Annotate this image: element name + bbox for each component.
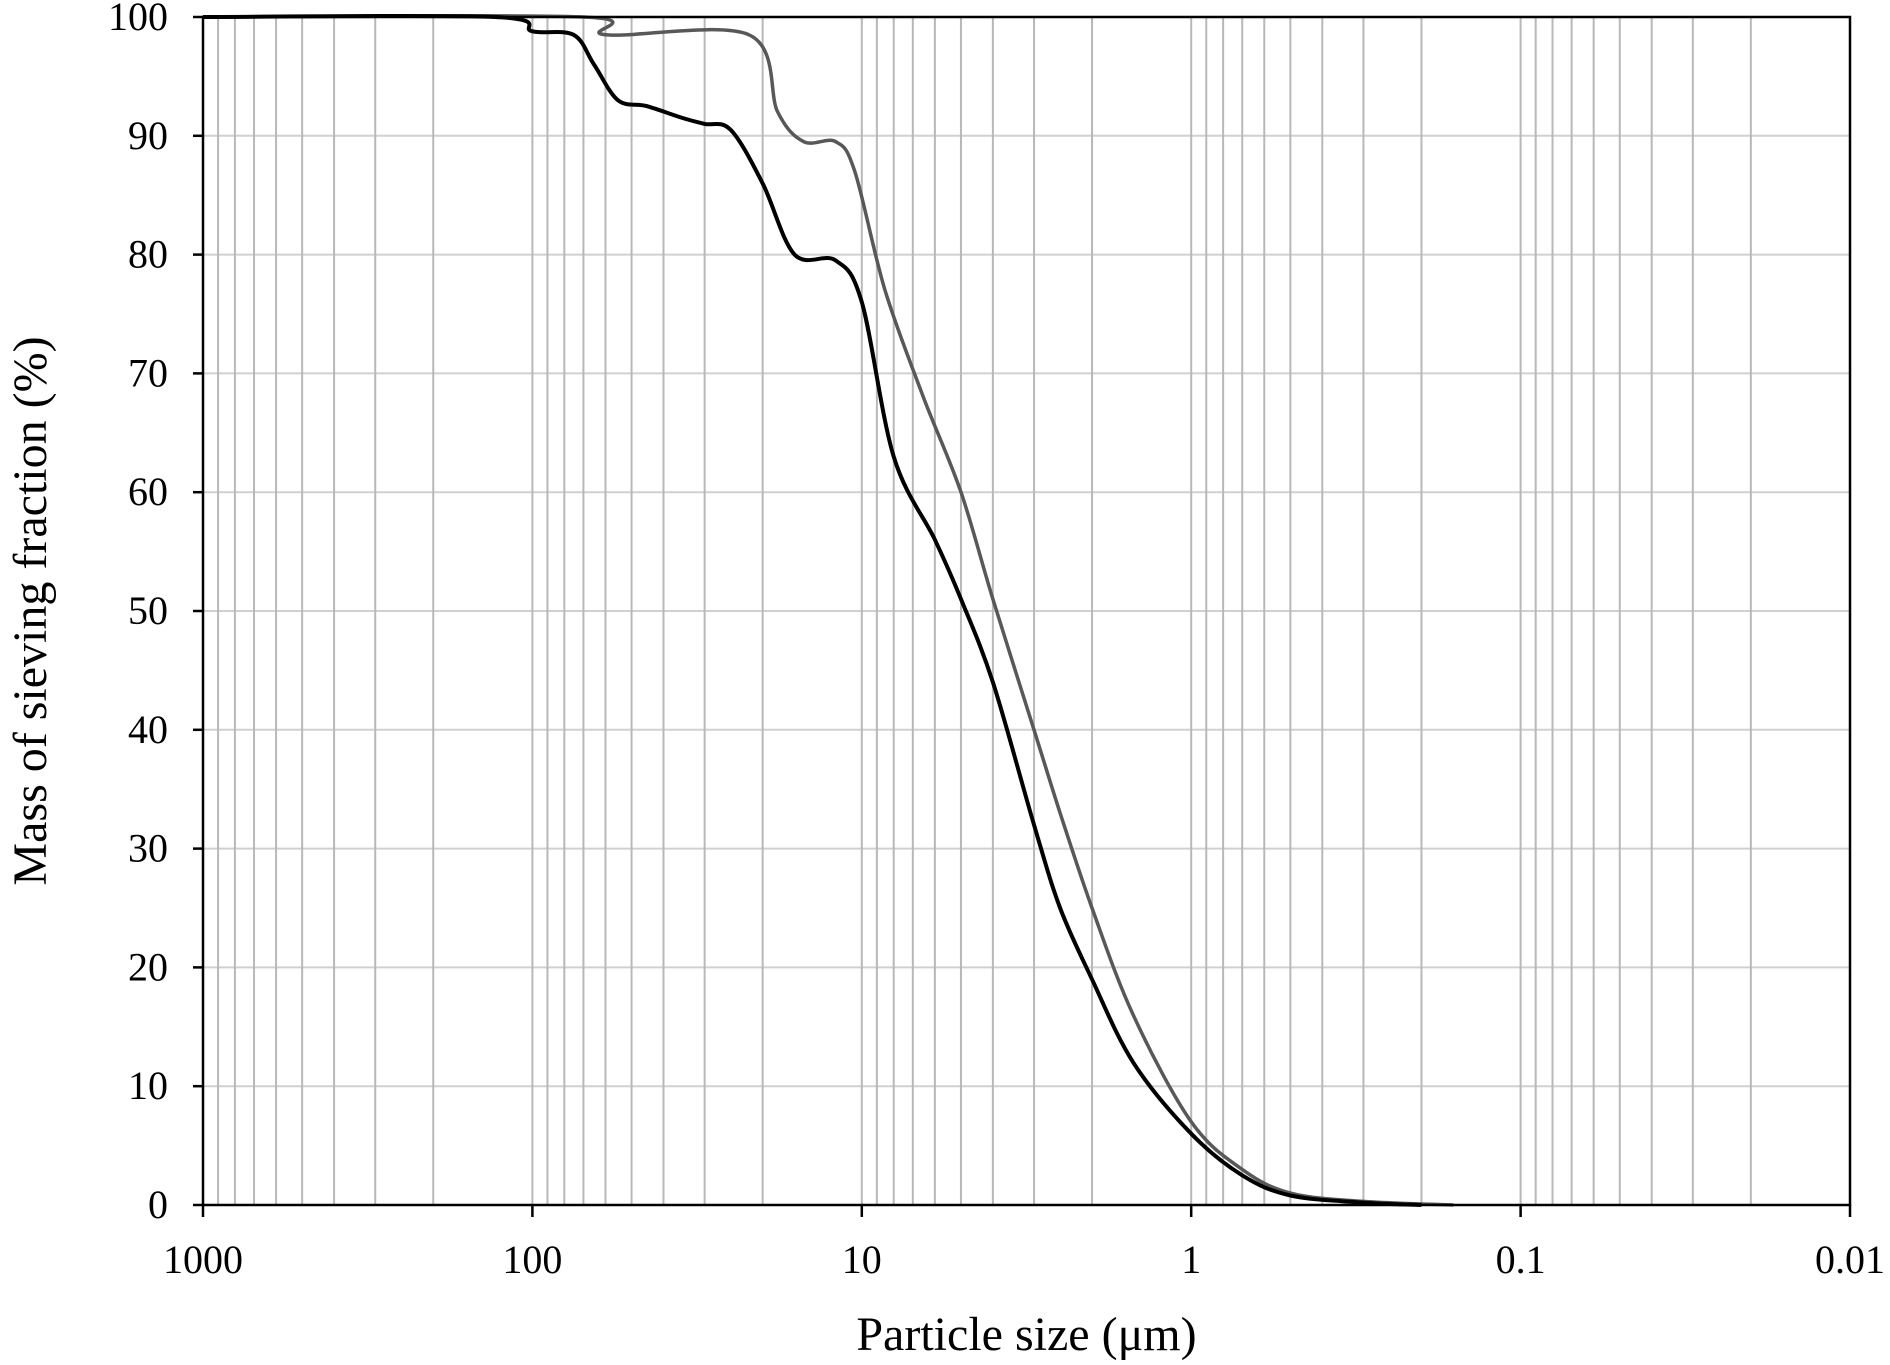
y-tick-label: 70 [128,350,168,395]
series-line-1 [202,13,1454,1207]
x-tick-label: 0.01 [1815,1237,1885,1282]
y-tick-label: 30 [128,826,168,871]
x-tick-label: 1000 [163,1237,243,1282]
tick-labels: 0 10 20 30 40 50 60 70 80 90 100 1000 100 10 1 0.1 0.01 [108,0,1885,1282]
x-tick-label: 100 [502,1237,562,1282]
grid [203,16,1850,1206]
series-line-2 [202,13,1422,1207]
ticks [193,15,1852,1217]
x-tick-label: 1 [1181,1237,1201,1282]
y-tick-label: 10 [128,1063,168,1108]
y-tick-label: 100 [108,0,168,39]
x-tick-label: 10 [842,1237,882,1282]
y-tick-label: 40 [128,707,168,752]
x-tick-label: 0.1 [1496,1237,1546,1282]
y-tick-label: 20 [128,944,168,989]
y-tick-label: 90 [128,113,168,158]
series-group [202,13,1454,1207]
y-axis-title: Mass of sieving fraction (%) [4,336,57,885]
y-tick-label: 50 [128,588,168,633]
x-axis-title: Particle size (μm) [856,1308,1196,1361]
y-tick-label: 60 [128,469,168,514]
y-tick-label: 0 [148,1182,168,1227]
y-tick-label: 80 [128,232,168,277]
